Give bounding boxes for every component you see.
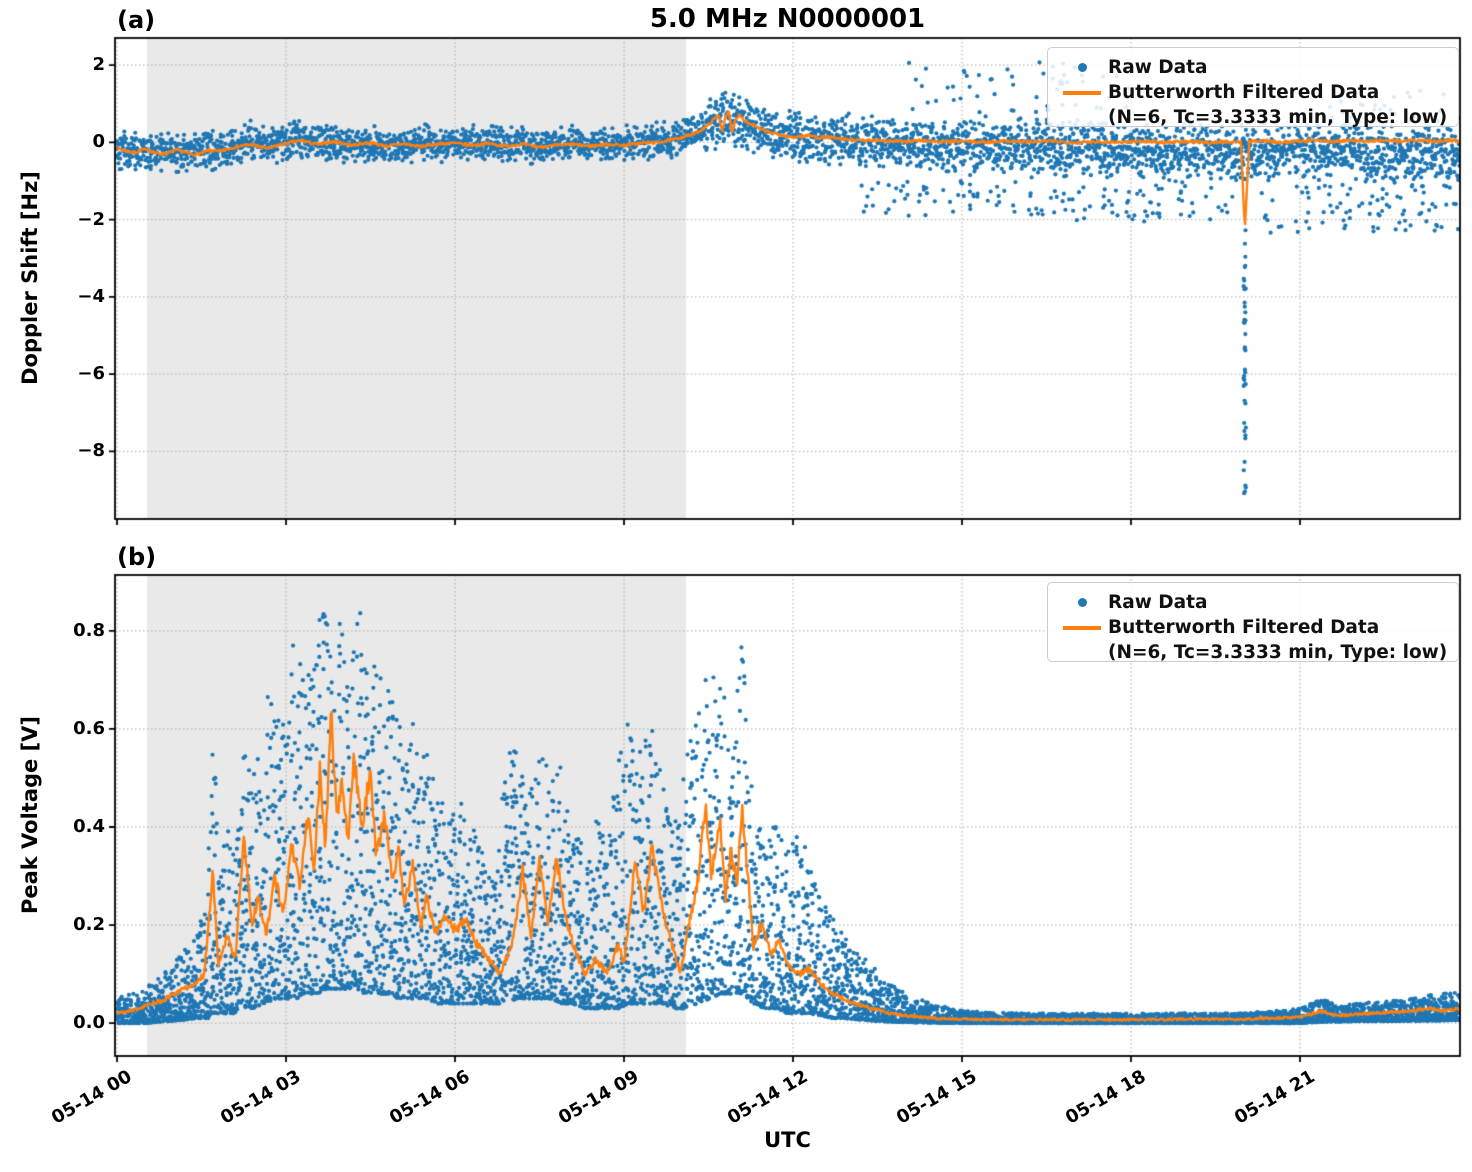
panel-b-tag: (b) [117, 543, 157, 571]
legend-filtered-label-1: Butterworth Filtered Data [1108, 82, 1380, 103]
y-tick-label: 2 [92, 54, 105, 76]
legend-raw-marker [1056, 590, 1108, 615]
y-tick-label: 0.6 [73, 717, 105, 739]
y-tick-label: 0.0 [73, 1012, 105, 1034]
y-tick-label: −2 [77, 208, 105, 230]
legend-filtered-label-2: (N=6, Tc=3.3333 min, Type: low) [1108, 107, 1448, 128]
legend-raw-label: Raw Data [1108, 592, 1208, 613]
chart-title: 5.0 MHz N0000001 [649, 4, 926, 34]
legend-filtered-marker [1056, 615, 1108, 640]
y-tick-label: 0 [92, 131, 105, 153]
x-axis-label: UTC [764, 1128, 811, 1152]
y-tick-label: −6 [77, 363, 105, 385]
y-axis-label-voltage: Peak Voltage [V] [18, 715, 42, 915]
legend-raw-marker [1056, 55, 1108, 80]
panel-a-tag: (a) [117, 6, 156, 34]
legend-panel-a: Raw Data Butterworth Filtered Data (N=6,… [1047, 47, 1459, 128]
y-tick-label: 0.2 [73, 914, 105, 936]
y-tick-label: 0.8 [73, 619, 105, 641]
legend-raw-label: Raw Data [1108, 57, 1208, 78]
y-tick-label: −4 [77, 285, 105, 307]
y-axis-label-doppler: Doppler Shift [Hz] [18, 171, 42, 385]
y-tick-label: 0.4 [73, 816, 105, 838]
legend-filtered-marker [1056, 80, 1108, 105]
y-tick-label: −8 [77, 440, 105, 462]
legend-filtered-label-1: Butterworth Filtered Data [1108, 617, 1380, 638]
legend-panel-b: Raw Data Butterworth Filtered Data (N=6,… [1047, 582, 1459, 663]
legend-filtered-label-2: (N=6, Tc=3.3333 min, Type: low) [1108, 642, 1448, 663]
